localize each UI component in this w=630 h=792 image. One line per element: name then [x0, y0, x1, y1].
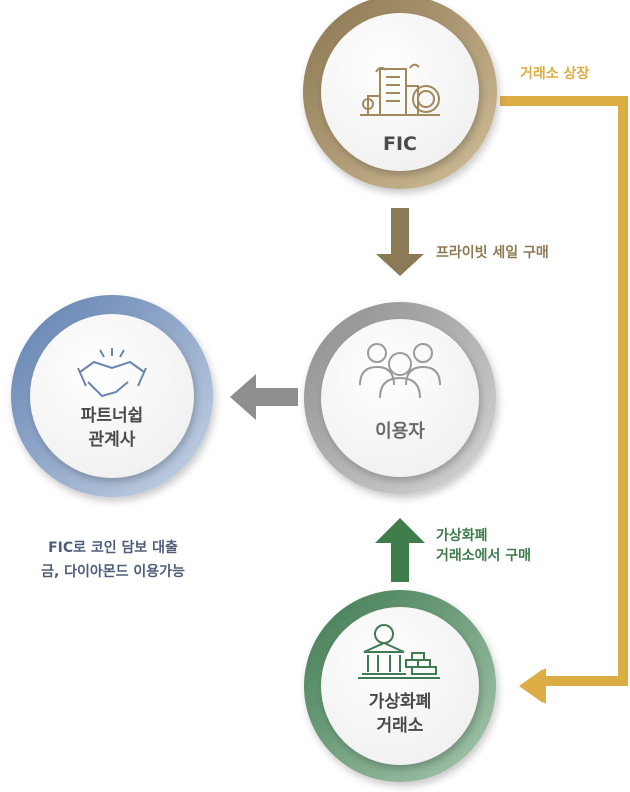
handshake-icon — [77, 348, 147, 398]
exchange-label-line2: 거래소 — [376, 716, 424, 736]
listing-connector — [500, 96, 628, 703]
exchange-label-line1: 가상화폐 — [368, 692, 432, 712]
fic-buildings-coin-icon — [360, 63, 440, 116]
exchange-node — [304, 590, 496, 782]
user-node-label: 이용자 — [375, 421, 425, 442]
partner-label-line1: 파트너쉽 — [80, 406, 144, 426]
user-node — [304, 302, 496, 494]
fic-node — [303, 0, 497, 189]
partner-note-line1: FIC로 코인 담보 대출 — [48, 540, 178, 556]
bank-gold-icon — [358, 624, 440, 679]
partner-note: FIC로 코인 담보 대출 금, 다이아몬드 이용가능 — [20, 536, 206, 584]
buy-on-exchange-line2: 거래소에서 구매 — [436, 548, 532, 564]
buy-on-exchange-label: 가상화폐 거래소에서 구매 — [436, 526, 531, 566]
buy-on-exchange-line1: 가상화폐 — [436, 528, 488, 544]
listing-label: 거래소 상장 — [520, 66, 590, 82]
partner-node — [11, 295, 213, 497]
fic-node-label: FIC — [383, 133, 417, 155]
partner-label-line2: 관계사 — [88, 430, 136, 450]
partner-note-line2: 금, 다이아몬드 이용가능 — [41, 564, 185, 580]
listing-arrowhead — [520, 668, 546, 704]
private-sale-arrow — [376, 208, 424, 276]
exchange-node-label: 가상화폐 거래소 — [340, 690, 460, 738]
buy-on-exchange-arrow — [375, 518, 425, 582]
partner-node-label: 파트너쉽 관계사 — [52, 404, 172, 452]
to-partner-arrow — [230, 374, 298, 420]
private-sale-label: 프라이빗 세일 구매 — [436, 245, 549, 261]
people-icon — [359, 343, 441, 399]
